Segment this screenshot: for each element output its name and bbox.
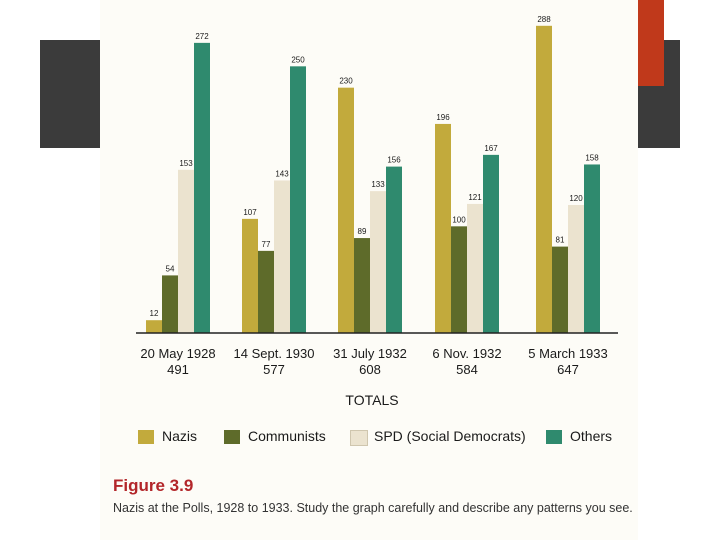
bar-spd-5: [568, 205, 584, 333]
legend-swatch-others: [546, 430, 562, 444]
value-label-spd-5: 120: [569, 194, 583, 203]
total-label-3: 608: [359, 362, 381, 377]
value-label-spd-1: 153: [179, 159, 193, 168]
bar-spd-4: [467, 203, 483, 333]
bar-others-1: [194, 42, 210, 333]
value-label-communists-2: 77: [262, 240, 271, 249]
category-label-3: 31 July 1932: [333, 346, 407, 361]
legend-swatch-communists: [224, 430, 240, 444]
category-label-2: 14 Sept. 1930: [234, 346, 315, 361]
bar-spd-2: [274, 180, 290, 333]
value-label-others-1: 272: [195, 32, 209, 41]
total-label-5: 647: [557, 362, 579, 377]
election-bar-chart: 12 54 153 272 107 77 143 250 230 89 133 156 196 100 12…: [136, 15, 618, 408]
bar-others-4: [483, 154, 499, 333]
value-label-communists-3: 89: [358, 227, 367, 236]
legend-swatch-spd: [350, 430, 368, 446]
bars-group: 12 54 153 272 107 77 143 250 230 89 133 156 196 100 12…: [146, 15, 600, 334]
category-label-4: 6 Nov. 1932: [432, 346, 501, 361]
value-label-spd-3: 133: [371, 180, 385, 189]
legend-label-communists: Communists: [248, 428, 326, 444]
value-label-others-3: 156: [387, 156, 401, 165]
bar-communists-2: [258, 250, 274, 333]
value-label-communists-1: 54: [166, 264, 175, 273]
value-label-others-2: 250: [291, 55, 305, 64]
category-label-5: 5 March 1933: [528, 346, 608, 361]
value-label-nazis-2: 107: [243, 208, 257, 217]
bar-nazis-3: [338, 87, 354, 334]
bar-nazis-2: [242, 218, 258, 333]
value-label-nazis-5: 288: [537, 15, 551, 24]
value-label-others-5: 158: [585, 153, 599, 162]
legend-label-nazis: Nazis: [162, 428, 198, 444]
figure-title: Figure 3.9: [113, 476, 194, 495]
value-label-nazis-3: 230: [339, 77, 353, 86]
chart-legend: Nazis Communists SPD (Social Democrats) …: [138, 426, 628, 450]
total-label-2: 577: [263, 362, 285, 377]
value-label-spd-4: 121: [468, 193, 482, 202]
bar-others-3: [386, 166, 402, 333]
bar-communists-1: [162, 275, 178, 333]
bar-spd-3: [370, 191, 386, 333]
bar-communists-4: [451, 226, 467, 333]
figure-caption: Nazis at the Polls, 1928 to 1933. Study …: [113, 501, 633, 515]
background-red-accent: [638, 0, 664, 86]
bar-others-2: [290, 66, 306, 333]
value-label-communists-5: 81: [556, 236, 565, 245]
legend-label-spd: SPD (Social Democrats): [374, 428, 526, 444]
bar-nazis-4: [435, 123, 451, 333]
total-label-1: 491: [167, 362, 189, 377]
value-label-spd-2: 143: [275, 169, 289, 178]
value-label-communists-4: 100: [452, 215, 466, 224]
bar-others-5: [584, 164, 600, 333]
bar-nazis-5: [536, 25, 552, 334]
value-label-nazis-1: 12: [150, 309, 159, 318]
x-axis-title: TOTALS: [345, 392, 398, 408]
legend-label-others: Others: [570, 428, 613, 444]
total-label-4: 584: [456, 362, 478, 377]
value-label-nazis-4: 196: [436, 113, 450, 122]
legend-swatch-nazis: [138, 430, 154, 444]
value-label-others-4: 167: [484, 144, 498, 153]
bar-spd-1: [178, 169, 194, 333]
bar-communists-3: [354, 238, 370, 333]
bar-nazis-1: [146, 320, 162, 333]
bar-communists-5: [552, 246, 568, 333]
category-label-1: 20 May 1928: [140, 346, 215, 361]
